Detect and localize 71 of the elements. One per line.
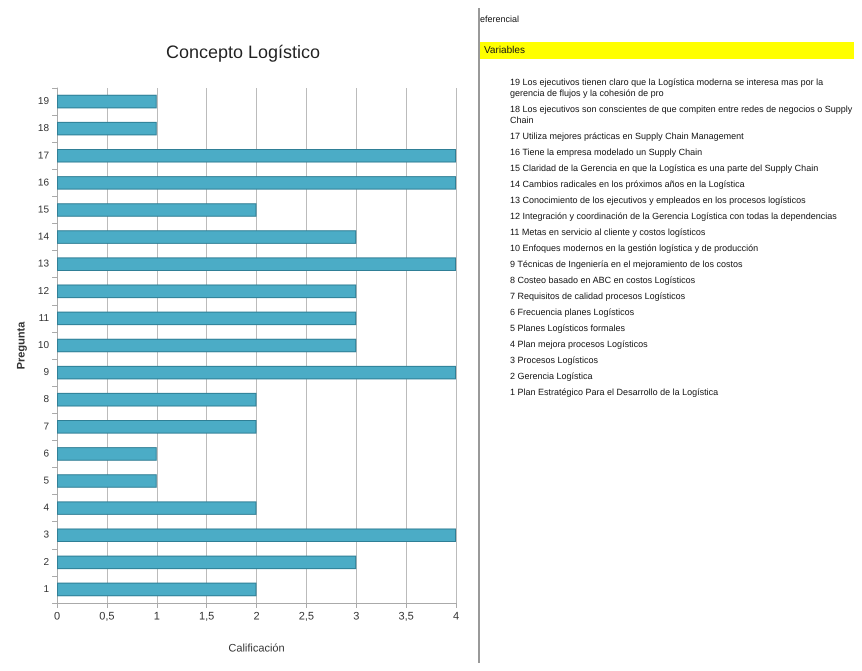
y-tick-label: 8 [43,394,50,406]
y-axis-title: Pregunta [16,320,28,370]
y-tick-label: 3 [43,530,50,541]
bar [57,392,257,406]
bar [57,447,157,461]
text: 12 Integración y coordinación de la Gerencia Logística con todas la dependencias [509,211,838,222]
y-tick-label: 5 [43,476,50,487]
text: 2 Gerencia Logística [509,371,594,382]
text: 18 Los ejecutivos son conscientes de que compiten entre redes de negocios o Supply Chain [509,104,854,126]
x-tick-label: 0,5 [99,610,115,622]
bar [57,474,157,488]
y-tick-label: 14 [38,232,50,243]
y-tick-label: 10 [38,340,50,351]
x-tick-label: 3 [353,610,360,622]
bar [57,420,257,434]
bar [57,94,157,108]
text: 6 Frecuencia planes Logísticos [509,307,636,318]
text: 13 Conocimiento de los ejecutivos y empleados en los procesos logísticos [509,195,807,206]
x-tick-label: 1 [154,610,160,622]
y-tick-label: 12 [38,286,50,297]
y-tick-label: 11 [38,312,50,324]
bar [57,148,456,163]
text: 8 Costeo basado en ABC en costos Logísticos [509,275,696,286]
y-tick-label: 4 [43,502,50,514]
text: eferencial [480,14,520,24]
x-tick-label: 2,5 [298,610,314,622]
y-tick-label: 16 [38,177,50,188]
x-tick-label: 2 [253,610,260,622]
text: 17 Utiliza mejores prácticas en Supply Chain Management [509,131,745,142]
bar [57,122,157,136]
text: 1 Plan Estratégico Para el Desarrollo de la Logística [509,387,720,398]
y-tick-label: 15 [38,204,50,216]
y-tick-label: 2 [43,556,50,568]
text: 16 Tiene la empresa modelado un Supply Chain [509,147,704,158]
x-tick-label: 3,5 [398,610,414,622]
text: 5 Planes Logísticos formales [509,323,626,334]
y-tick-label: 7 [43,421,50,432]
bar [57,284,356,298]
text: 9 Técnicas de Ingeniería en el mejoramiento de los costos [509,259,744,270]
x-tick-label: 4 [452,610,460,622]
y-tick-label: 9 [43,367,50,378]
y-tick-label: 18 [38,123,50,134]
text: 4 Plan mejora procesos Logísticos [509,339,649,350]
x-tick-label: 0 [54,610,60,622]
text: 15 Claridad de la Gerencia en que la Logística es una parte del Supply Chain [509,163,820,174]
text: Variables [480,42,854,59]
bar [57,338,356,352]
chart-title: Concepto Logístico [166,42,320,62]
text: 7 Requisitos de calidad procesos Logísticos [509,291,686,302]
text: 19 Los ejecutivos tienen claro que la Logística moderna se interesa mas por la gerencia de flujos y la cohesión de pro [509,77,824,99]
bar [57,312,356,326]
bar [57,556,356,570]
bar [57,257,456,271]
y-tick-label: 19 [38,96,50,108]
x-axis-title: Calificación [228,642,285,654]
text: 3 Procesos Logísticos [509,355,600,366]
y-tick-label: 13 [38,258,50,270]
bar [57,366,456,380]
y-tick-label: 1 [43,584,50,595]
bar [57,501,257,515]
y-tick-label: 17 [38,150,50,162]
bar [57,176,456,190]
bar [57,582,257,596]
text: 14 Cambios radicales en los próximos años en la Logística [509,179,746,190]
text: 11 Metas en servicio al cliente y costos logísticos [509,227,706,238]
x-tick-label: 1,5 [198,610,214,622]
bar [57,230,356,244]
text: 10 Enfoques modernos en la gestión logística y de producción [509,243,760,254]
bar [57,528,456,542]
y-tick-label: 6 [43,448,50,460]
bar [57,203,257,217]
